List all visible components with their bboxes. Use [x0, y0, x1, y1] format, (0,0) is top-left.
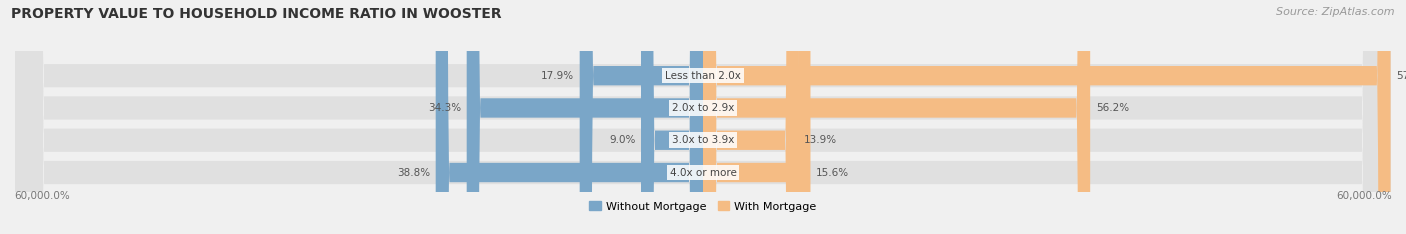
Text: 60,000.0%: 60,000.0%	[14, 190, 70, 201]
FancyBboxPatch shape	[579, 0, 703, 234]
Text: PROPERTY VALUE TO HOUSEHOLD INCOME RATIO IN WOOSTER: PROPERTY VALUE TO HOUSEHOLD INCOME RATIO…	[11, 7, 502, 21]
FancyBboxPatch shape	[15, 0, 1391, 234]
Text: 34.3%: 34.3%	[427, 103, 461, 113]
FancyBboxPatch shape	[15, 0, 1391, 234]
Text: 3.0x to 3.9x: 3.0x to 3.9x	[672, 135, 734, 145]
Text: 9.0%: 9.0%	[609, 135, 636, 145]
FancyBboxPatch shape	[703, 0, 1090, 234]
FancyBboxPatch shape	[15, 0, 1391, 234]
Text: 57,889.3%: 57,889.3%	[1396, 71, 1406, 81]
FancyBboxPatch shape	[703, 0, 1391, 234]
Text: Less than 2.0x: Less than 2.0x	[665, 71, 741, 81]
Text: Source: ZipAtlas.com: Source: ZipAtlas.com	[1277, 7, 1395, 17]
FancyBboxPatch shape	[703, 0, 799, 234]
Text: 17.9%: 17.9%	[541, 71, 574, 81]
FancyBboxPatch shape	[703, 0, 810, 234]
Text: 13.9%: 13.9%	[804, 135, 838, 145]
FancyBboxPatch shape	[436, 0, 703, 234]
FancyBboxPatch shape	[467, 0, 703, 234]
FancyBboxPatch shape	[15, 0, 1391, 234]
Text: 60,000.0%: 60,000.0%	[1336, 190, 1392, 201]
Text: 56.2%: 56.2%	[1095, 103, 1129, 113]
Text: 38.8%: 38.8%	[396, 168, 430, 178]
FancyBboxPatch shape	[641, 0, 703, 234]
Text: 15.6%: 15.6%	[815, 168, 849, 178]
Text: 4.0x or more: 4.0x or more	[669, 168, 737, 178]
Legend: Without Mortgage, With Mortgage: Without Mortgage, With Mortgage	[589, 201, 817, 212]
Text: 2.0x to 2.9x: 2.0x to 2.9x	[672, 103, 734, 113]
